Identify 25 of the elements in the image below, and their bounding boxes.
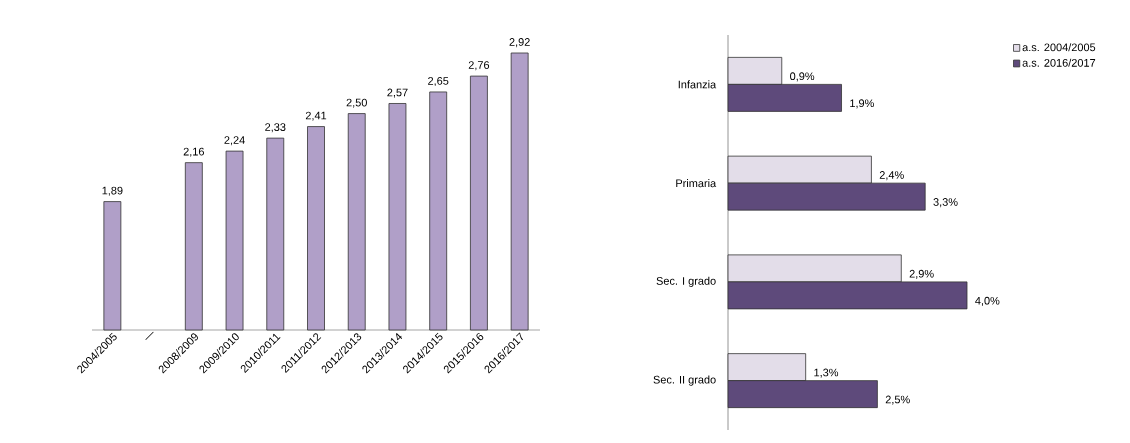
data-label: 4,0% [975,296,1000,306]
data-label: 2,41 [305,111,327,121]
data-label: 2,76 [468,61,490,71]
y-tick-label: Sec. I grado [656,276,716,287]
data-label: 2,4% [879,171,904,181]
y-tick-label: Infanzia [678,80,717,89]
data-label: 2,50 [346,98,367,108]
data-label: 0,9% [790,72,815,82]
data-label: 2,5% [885,395,910,405]
data-label: 1,3% [814,368,839,378]
legend-label: a.s. 2004/2005 [1022,43,1096,52]
data-label: 3,3% [933,198,958,208]
y-tick-label: Primaria [676,179,717,188]
data-label: 1,89 [102,186,123,196]
data-label: 2,57 [387,88,408,98]
data-label: 2,16 [183,147,204,157]
data-label: 2,33 [265,123,286,133]
legend-label: a.s. 2016/2017 [1022,58,1096,67]
data-label: 2,9% [909,269,934,279]
data-label: 1,9% [850,99,874,109]
x-tick-label: — [145,331,154,340]
data-label: 2,24 [224,136,245,146]
y-tick-label: Sec. II grado [653,375,716,386]
data-label: 2,92 [509,38,530,48]
data-label: 2,65 [428,77,449,87]
